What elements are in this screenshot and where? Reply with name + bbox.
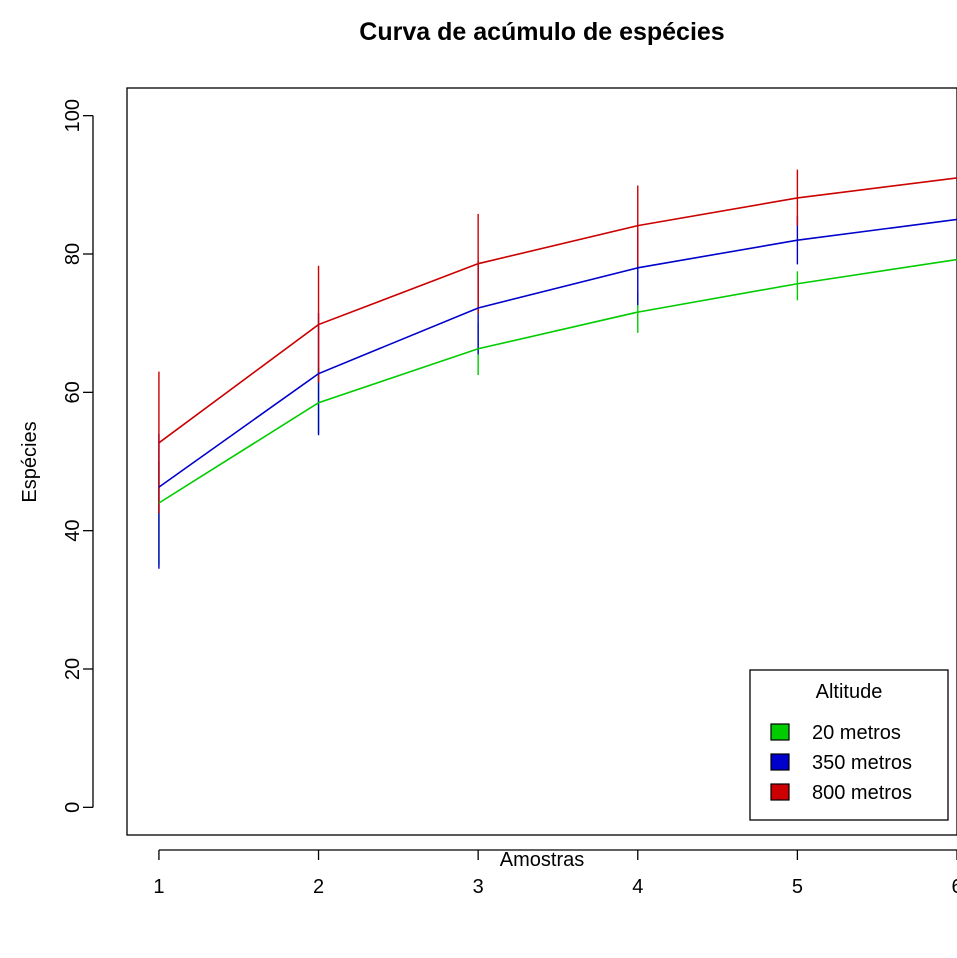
x-axis: 1 2 3 4 5 6 (153, 849, 957, 898)
legend-items: 20 metros 350 metros 800 metros (770, 722, 912, 804)
y-tick-label: 20 (62, 658, 84, 680)
series-line (158, 218, 957, 488)
y-tick-label: 0 (62, 802, 84, 813)
x-tick-label: 2 (313, 876, 324, 898)
y-axis: 0 20 40 60 80 100 (62, 99, 94, 813)
y-tick-label: 60 (62, 381, 84, 403)
legend-swatch (770, 723, 790, 741)
x-tick-label: 6 (951, 876, 957, 898)
legend-label: 800 metros (812, 782, 912, 804)
x-tick-label: 1 (153, 876, 164, 898)
series-lines (158, 177, 957, 504)
legend-swatch (770, 783, 790, 801)
plot-area-frame (126, 87, 957, 836)
series-line (158, 258, 957, 504)
legend-title: Altitude (816, 681, 883, 703)
y-tick-label: 80 (62, 243, 84, 265)
error-bars (158, 169, 799, 569)
y-tick-label: 100 (62, 99, 84, 132)
legend-label: 20 metros (812, 722, 901, 744)
legend-swatch (770, 753, 790, 771)
x-tick-label: 4 (632, 876, 643, 898)
chart-title: Curva de acúmulo de espécies (359, 18, 724, 46)
legend-label: 350 metros (812, 752, 912, 774)
legend: Altitude 20 metros 350 metros 800 metros (749, 669, 949, 821)
y-axis-label: Espécies (19, 421, 41, 502)
series-line (158, 177, 957, 444)
x-tick-label: 3 (473, 876, 484, 898)
x-axis-label: Amostras (500, 849, 584, 871)
x-tick-label: 5 (792, 876, 803, 898)
y-tick-label: 40 (62, 520, 84, 542)
